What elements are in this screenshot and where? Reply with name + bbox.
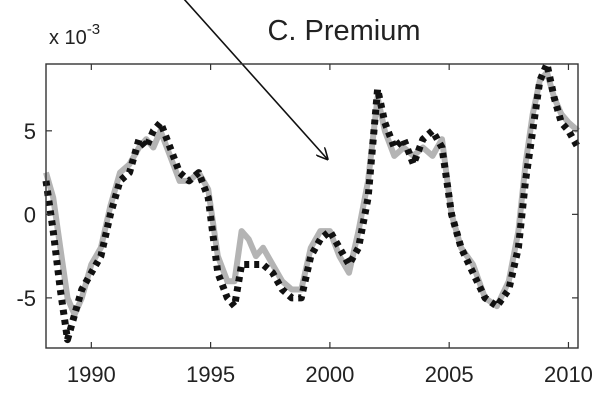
x-tick-label: 2005 <box>425 362 474 387</box>
x-tick-label: 1990 <box>67 362 116 387</box>
x-tick-label: 2010 <box>544 362 593 387</box>
chart-title: C. Premium <box>267 15 420 47</box>
axes-frame <box>45 63 579 349</box>
exponent-label: x 10-3 <box>49 21 100 49</box>
series-line-solid <box>43 69 580 318</box>
plot-area <box>42 60 582 344</box>
y-tick-label: 5 <box>24 119 36 144</box>
axis-ticks: 1990 1995 2000 2005 2010 -5 0 5 <box>16 0 593 387</box>
x-tick-label: 2000 <box>305 362 354 387</box>
exponent-power: -3 <box>87 21 100 38</box>
y-tick-label: 0 <box>24 202 36 227</box>
exponent-base: x 10 <box>49 27 87 49</box>
y-tick-label: -5 <box>16 286 36 311</box>
x-tick-label: 1995 <box>186 362 235 387</box>
annotation-arrow <box>183 0 328 159</box>
series-line-dotted <box>42 60 582 344</box>
